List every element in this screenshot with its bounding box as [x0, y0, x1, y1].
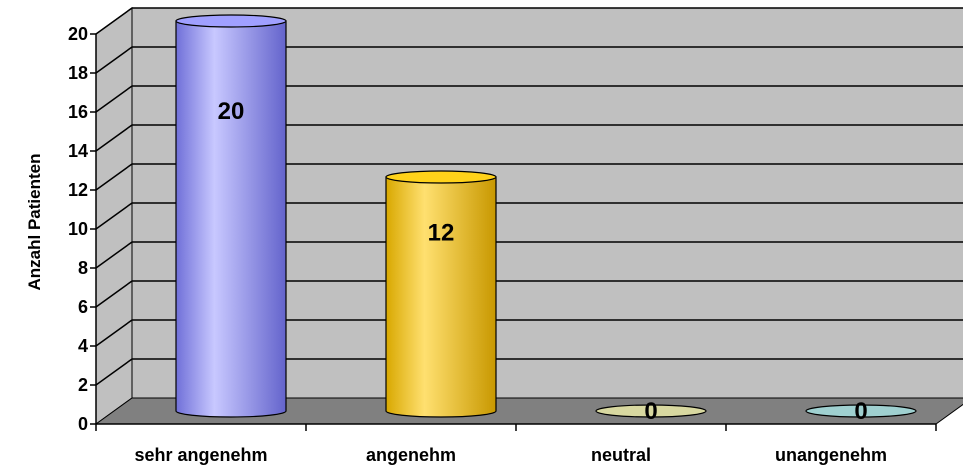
- gridline: [95, 46, 963, 74]
- bar-3: [595, 404, 707, 418]
- y-tick-label: 0: [78, 414, 88, 434]
- labels: 0 2 4 6 8 10 12 14 16 18 20 20 sehr angenehm 12 angene…: [68, 24, 887, 465]
- y-tick-label: 20: [68, 24, 88, 44]
- bar-2: [385, 170, 497, 418]
- gridline: [95, 358, 963, 386]
- bar-top: [385, 170, 497, 184]
- y-tick-label: 14: [68, 141, 88, 161]
- data-label: 12: [428, 219, 455, 246]
- y-tick-label: 4: [78, 336, 88, 356]
- gridline: [95, 85, 963, 113]
- x-category-label: neutral: [591, 445, 651, 465]
- x-category-label: angenehm: [366, 445, 456, 465]
- gridline: [95, 124, 963, 152]
- bars: [175, 14, 917, 418]
- data-label: 20: [218, 98, 245, 125]
- y-tick-label: 16: [68, 102, 88, 122]
- bar-body: [385, 176, 497, 418]
- axes: [90, 33, 937, 431]
- y-tick-label: 10: [68, 219, 88, 239]
- y-tick-label: 12: [68, 180, 88, 200]
- data-label: 0: [644, 398, 657, 425]
- bar-body: [175, 20, 287, 418]
- gridline: [95, 7, 963, 35]
- y-axis-title: Anzahl Patienten: [25, 154, 44, 291]
- data-label: 0: [854, 398, 867, 425]
- gridline: [95, 319, 963, 347]
- gridline: [95, 163, 963, 191]
- y-tick-label: 2: [78, 375, 88, 395]
- x-category-label: unangenehm: [775, 445, 887, 465]
- bar-4: [805, 404, 917, 418]
- y-tick-label: 6: [78, 297, 88, 317]
- gridline: [95, 280, 963, 308]
- gridline: [95, 241, 963, 269]
- x-category-label: sehr angenehm: [134, 445, 267, 465]
- gridline: [95, 202, 963, 230]
- gridlines: [95, 7, 963, 386]
- bar-flat: [805, 404, 917, 418]
- bar-top: [175, 14, 287, 28]
- bar-1: [175, 14, 287, 418]
- bar-flat: [595, 404, 707, 418]
- y-tick-label: 18: [68, 63, 88, 83]
- y-tick-label: 8: [78, 258, 88, 278]
